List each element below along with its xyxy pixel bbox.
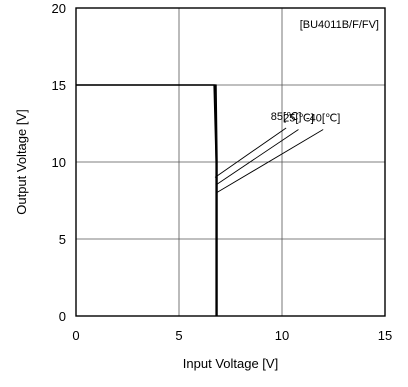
callout-label-2: 25[℃] [283,113,314,125]
x-tick-label-10: 10 [275,328,289,343]
callout-leader-3 [216,129,324,194]
x-tick-label-15: 15 [378,328,392,343]
callout-label-1: 85[℃] [271,111,302,123]
tick-labels: 0 5 10 15 0 5 10 15 20 [52,1,393,343]
y-tick-label-20: 20 [52,1,66,16]
callout-leader-1 [214,127,287,178]
grid-lines [76,8,385,316]
y-tick-label-15: 15 [52,78,66,93]
series-line-2 [76,84,217,316]
y-tick-label-10: 10 [52,155,66,170]
x-tick-label-0: 0 [72,328,79,343]
part-number-annotation: [BU4011B/F/FV] [300,19,379,31]
callout-label-3: -40[℃] [306,113,340,125]
series-lines [76,84,218,316]
callout-leader-2 [215,129,299,186]
x-axis-label: Input Voltage [V] [183,356,278,371]
y-tick-label-0: 0 [59,309,66,324]
y-axis-label: Output Voltage [V] [14,109,29,215]
callout-lines: 85[℃]25[℃]-40[℃] [214,111,340,194]
series-line-1 [76,84,217,316]
y-tick-label-5: 5 [59,232,66,247]
series-line-3 [76,84,218,316]
plot-frame [75,7,386,317]
x-tick-label-5: 5 [175,328,182,343]
